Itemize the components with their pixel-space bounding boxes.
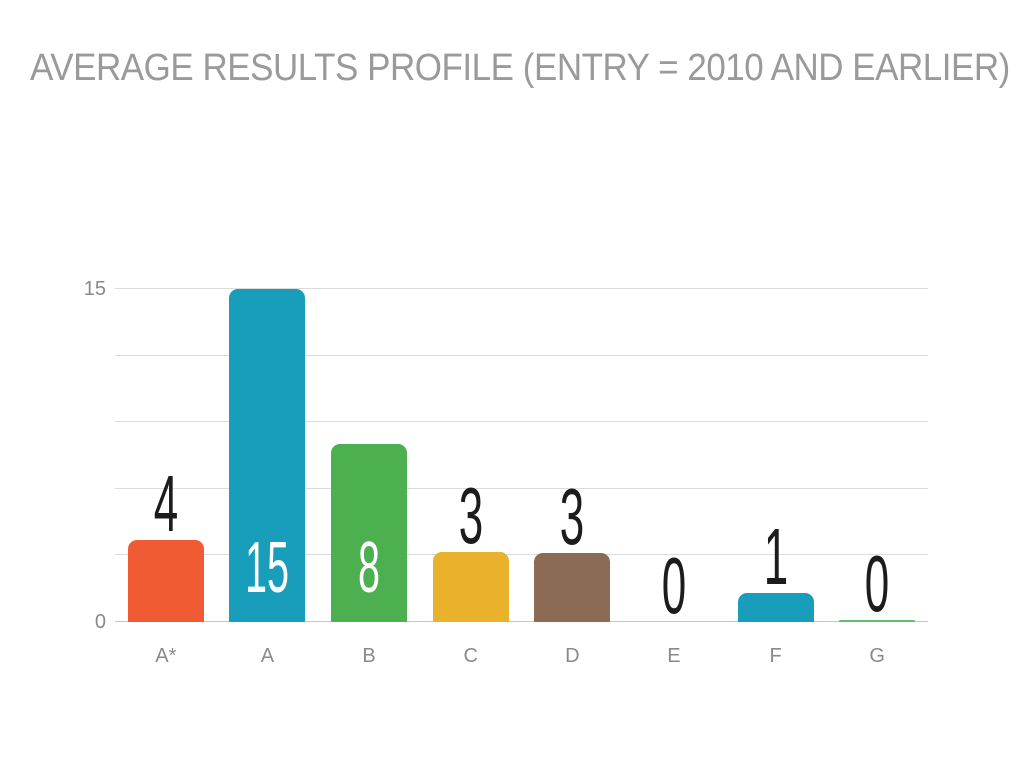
x-axis-label: G xyxy=(869,645,885,667)
bar-value-label: 8 xyxy=(358,528,381,608)
gridline xyxy=(115,288,928,289)
x-axis-label: D xyxy=(565,645,580,667)
gridline xyxy=(115,421,928,423)
bar-value-label: 3 xyxy=(458,471,483,561)
bar-chart-plot-area: 15 0 4 A* 15 A 8 B 3 C 3 D 0 E 1 F 0 G xyxy=(84,279,928,666)
y-tick-label: 15 xyxy=(83,278,106,300)
bar-value-label: 4 xyxy=(153,458,179,548)
bar-F xyxy=(737,593,814,622)
x-axis-label: B xyxy=(362,645,376,667)
bar-C xyxy=(432,552,509,622)
bar-B xyxy=(331,444,408,622)
bar-A* xyxy=(127,539,204,622)
x-axis-label: F xyxy=(769,645,782,667)
gridline xyxy=(115,487,928,489)
x-axis-label: E xyxy=(667,645,681,667)
bar-value-label: 3 xyxy=(560,472,585,562)
x-axis-label: A* xyxy=(155,645,177,667)
x-axis-line xyxy=(115,621,928,622)
gridline xyxy=(115,554,928,556)
bar-value-label: 0 xyxy=(864,538,890,628)
y-tick-label: 0 xyxy=(94,611,106,633)
x-axis-label: A xyxy=(260,645,275,667)
chart-title: AVERAGE RESULTS PROFILE (ENTRY = 2010 AN… xyxy=(30,47,1010,89)
bar-value-label: 1 xyxy=(763,512,788,602)
bar-value-label: 15 xyxy=(245,528,290,608)
bar-G xyxy=(839,619,916,622)
x-axis-label: C xyxy=(463,645,478,667)
bar-D xyxy=(534,553,611,622)
bar-A xyxy=(229,289,306,622)
gridline xyxy=(115,354,928,356)
bar-value-label: 0 xyxy=(661,541,687,630)
